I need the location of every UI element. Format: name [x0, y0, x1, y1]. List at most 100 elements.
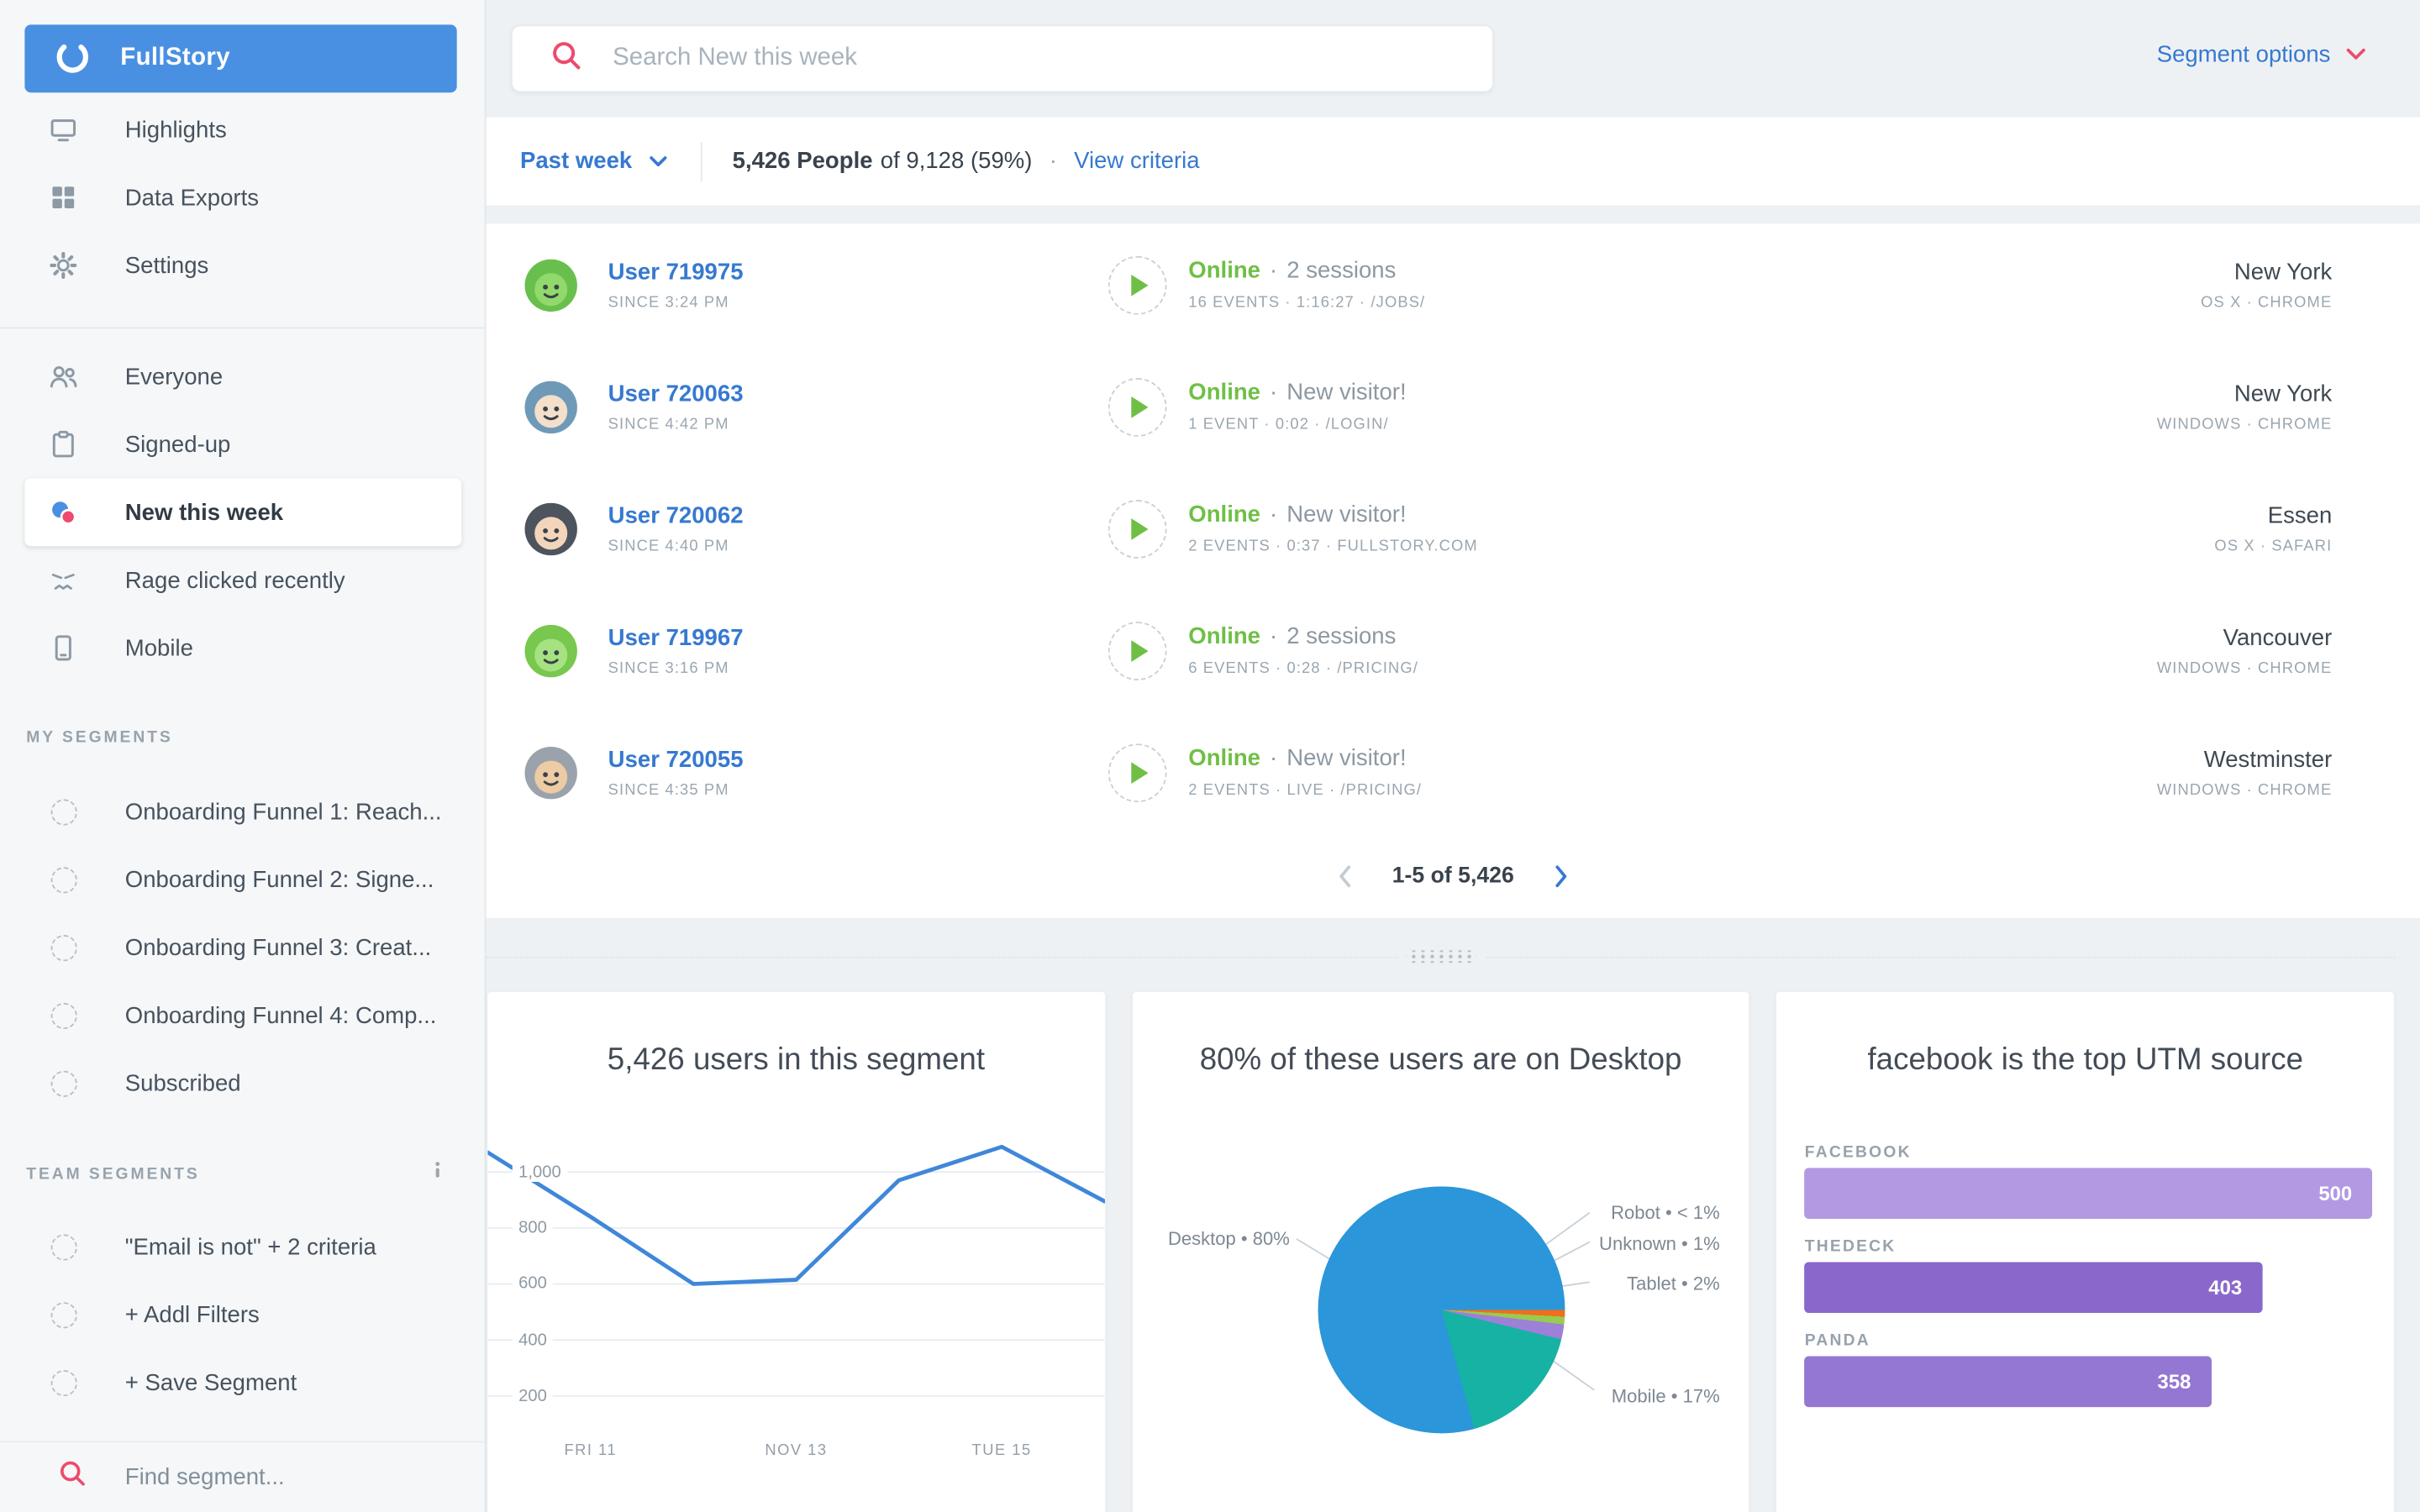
user-row[interactable]: User 720062 SINCE 4:40 PM Online · New vis…: [487, 468, 2420, 590]
avatar: [524, 746, 577, 799]
people-count: 5,426 People: [732, 148, 873, 175]
avatar: [524, 623, 577, 677]
user-since: SINCE 3:16 PM: [608, 659, 729, 677]
search-input[interactable]: [613, 45, 1493, 73]
user-link[interactable]: User 720063: [608, 380, 744, 407]
segment-item[interactable]: Subscribed: [0, 1049, 485, 1117]
user-city: New York: [2233, 258, 2333, 285]
user-row[interactable]: User 719967 SINCE 3:16 PM Online · 2 sessi…: [487, 590, 2420, 711]
dashed-circle-icon: [46, 1369, 80, 1396]
line-chart-card: 5,426 users in this segment 1,000 800 600 4…: [486, 990, 1107, 1512]
primary-nav: Highlights Data Exports Settings: [0, 96, 485, 299]
user-city: New York: [2233, 380, 2333, 407]
user-link[interactable]: User 720055: [608, 746, 744, 773]
bar-chart-title: facebook is the top UTM source: [1867, 1042, 2304, 1078]
user-link[interactable]: User 719967: [608, 623, 744, 651]
play-icon: [1131, 639, 1149, 662]
fullstory-logo-icon: [52, 36, 92, 81]
user-since: SINCE 4:42 PM: [608, 415, 729, 433]
next-page-button[interactable]: [1555, 864, 1570, 888]
bar-group: PANDA 358: [1804, 1331, 2372, 1408]
session-events: 2 EVENTS · 0:37 · FULLSTORY.COM: [1188, 538, 1478, 556]
segment-options-button[interactable]: Segment options: [2157, 42, 2366, 68]
segment-search-bar: [510, 24, 1494, 93]
pie-label-desktop: Desktop • 80%: [1167, 1228, 1290, 1250]
dashed-circle-icon: [46, 1069, 80, 1096]
y-axis-tick: 800: [512, 1218, 554, 1237]
bar-thedeck: 403: [1804, 1262, 2263, 1314]
insight-cards: 5,426 users in this segment 1,000 800 600 4…: [486, 990, 2396, 1512]
user-city: Essen: [2267, 501, 2333, 529]
play-session-button[interactable]: [1107, 621, 1167, 680]
y-axis-tick: 600: [512, 1274, 554, 1294]
y-axis-tick: 1,000: [512, 1163, 568, 1182]
sidebar-item-data-exports[interactable]: Data Exports: [0, 164, 485, 232]
sidebar-item-mobile[interactable]: Mobile: [0, 614, 485, 682]
sidebar-item-rage-clicked[interactable]: Rage clicked recently: [0, 546, 485, 614]
sidebar-item-signed-up[interactable]: Signed-up: [0, 411, 485, 479]
user-row[interactable]: User 719975 SINCE 3:24 PM Online · 2 sessi…: [487, 223, 2420, 345]
user-row[interactable]: User 720063 SINCE 4:42 PM Online · New vis…: [487, 345, 2420, 467]
user-list: User 719975 SINCE 3:24 PM Online · 2 sessi…: [486, 223, 2420, 918]
sidebar-item-highlights[interactable]: Highlights: [0, 96, 485, 164]
view-criteria-link[interactable]: View criteria: [1074, 148, 1200, 175]
segment-item[interactable]: Onboarding Funnel 3: Creat...: [0, 913, 485, 981]
user-link[interactable]: User 719975: [608, 258, 744, 285]
rage-face-icon: [46, 564, 80, 596]
find-segment-input[interactable]: [124, 1464, 434, 1491]
segment-item[interactable]: Onboarding Funnel 4: Comp...: [0, 981, 485, 1049]
user-device: OS X · CHROME: [2201, 293, 2333, 312]
user-link[interactable]: User 720062: [608, 501, 744, 529]
pie-chart: [1317, 1186, 1565, 1434]
play-icon: [1131, 274, 1149, 296]
bar-value: 500: [2318, 1181, 2353, 1205]
previous-page-button[interactable]: [1337, 864, 1352, 888]
sidebar-item-new-this-week[interactable]: New this week: [24, 478, 462, 547]
play-session-button[interactable]: [1107, 743, 1167, 802]
search-icon: [550, 38, 583, 80]
segment-item[interactable]: + Save Segment: [0, 1348, 485, 1416]
sidebar-item-everyone[interactable]: Everyone: [0, 343, 485, 411]
session-events: 6 EVENTS · 0:28 · /PRICING/: [1188, 660, 1418, 678]
segment-nav: Everyone Signed-up New this week Rage cl…: [0, 343, 485, 682]
team-segments-list: "Email is not" + 2 criteria + Addl Filte…: [0, 1213, 485, 1416]
sidebar: FullStory Highlights Data Exports Settin…: [0, 0, 487, 1512]
date-range-picker[interactable]: Past week: [520, 148, 666, 175]
x-axis-tick: TUE 15: [971, 1442, 1032, 1460]
avatar: [524, 501, 577, 555]
play-session-button[interactable]: [1107, 377, 1167, 436]
segment-item[interactable]: "Email is not" + 2 criteria: [0, 1213, 485, 1281]
line-chart-x-axis: FRI 11 NOV 13 TUE 15: [487, 1442, 1104, 1464]
dashed-circle-icon: [46, 934, 80, 961]
online-status: Online: [1188, 379, 1261, 407]
segment-item[interactable]: Onboarding Funnel 2: Signe...: [0, 846, 485, 914]
info-icon[interactable]: [428, 1160, 448, 1188]
bar-label: PANDA: [1804, 1331, 1870, 1351]
sidebar-divider: [0, 327, 485, 329]
x-axis-tick: FRI 11: [564, 1442, 618, 1460]
play-session-button[interactable]: [1107, 255, 1167, 314]
my-segments-list: Onboarding Funnel 1: Reach... Onboarding…: [0, 778, 485, 1117]
find-segment-bar: [0, 1441, 485, 1512]
pie-label-mobile: Mobile • 17%: [1611, 1385, 1720, 1408]
play-session-button[interactable]: [1107, 499, 1167, 558]
fullstory-logo-button[interactable]: FullStory: [24, 24, 457, 93]
sidebar-item-settings[interactable]: Settings: [0, 232, 485, 300]
session-events: 1 EVENT · 0:02 · /LOGIN/: [1188, 416, 1389, 434]
user-row[interactable]: User 720055 SINCE 4:35 PM Online · New vis…: [487, 711, 2420, 833]
dashed-circle-icon: [46, 1001, 80, 1029]
bar-panda: 358: [1804, 1356, 2212, 1408]
pagination-label: 1-5 of 5,426: [1392, 863, 1514, 889]
bar-group: THEDECK 403: [1804, 1237, 2372, 1314]
session-events: 2 EVENTS · LIVE · /PRICING/: [1188, 782, 1423, 800]
bar-chart-card: facebook is the top UTM source FACEBOOK …: [1775, 990, 2396, 1512]
people-icon: [46, 361, 80, 392]
play-icon: [1131, 517, 1149, 539]
panel-splitter[interactable]: [486, 944, 2396, 969]
user-since: SINCE 4:35 PM: [608, 781, 729, 799]
avatar: [524, 380, 577, 433]
people-count-total: of 9,128 (59%): [880, 148, 1033, 175]
utm-bars: FACEBOOK 500 THEDECK 403 PANDA: [1804, 1143, 2373, 1425]
segment-item[interactable]: + Addl Filters: [0, 1280, 485, 1348]
segment-item[interactable]: Onboarding Funnel 1: Reach...: [0, 778, 485, 846]
